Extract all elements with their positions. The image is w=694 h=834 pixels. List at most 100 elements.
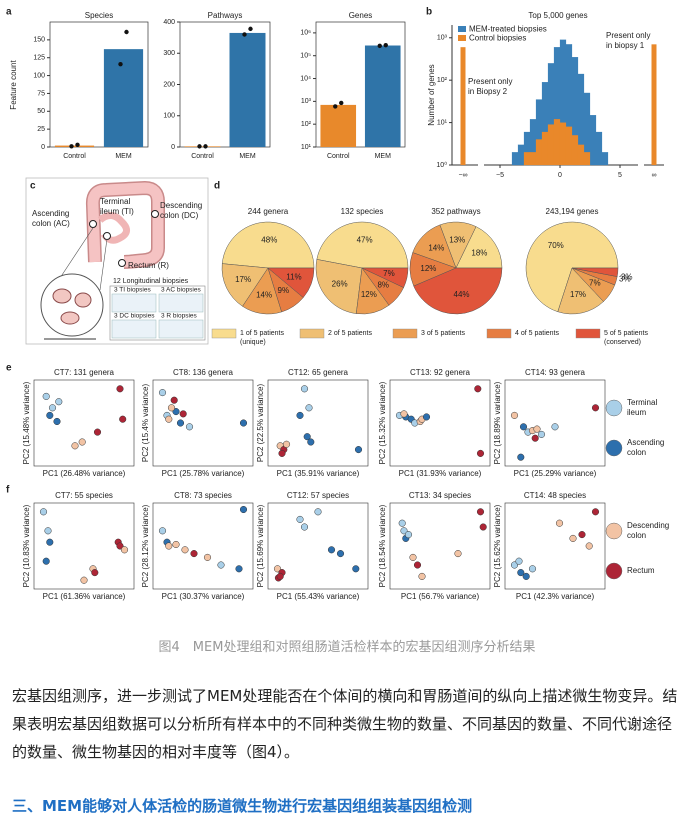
site-label: Rectum (R) (128, 261, 169, 270)
sample-point (528, 565, 537, 573)
sample-point (91, 569, 99, 577)
legend-swatch (575, 328, 601, 339)
sample-point (190, 550, 198, 558)
point (69, 144, 74, 149)
bar (320, 104, 357, 147)
sample-point (522, 572, 530, 580)
bar (229, 32, 266, 147)
sample-point (418, 572, 426, 580)
pie-label: 13% (449, 236, 465, 245)
x-tick-label: MEM (375, 153, 392, 160)
pie-label: 14% (428, 244, 444, 253)
pie-label: 14% (256, 290, 272, 299)
histogram-bar (601, 152, 609, 166)
plot-frame (267, 502, 369, 590)
pie-label: 12% (361, 290, 377, 299)
x-axis-label: PC1 (25.29% variance) (514, 469, 597, 478)
y-axis-label: PC2 (15.48% variance) (22, 381, 31, 464)
legend-label: colon (627, 531, 646, 540)
y-tick-label: 10² (301, 121, 312, 128)
pie-slice (221, 263, 269, 307)
point (377, 43, 382, 49)
pie-slice (316, 221, 409, 269)
sample-point (476, 508, 485, 516)
sample-point (517, 453, 525, 461)
sample-point (165, 542, 173, 550)
sample-point (555, 519, 564, 527)
figure: a b c d e f Ascending colon (AC) Termina… (6, 7, 669, 601)
pie-slice (361, 267, 409, 288)
site-label: Ascending (32, 209, 69, 218)
histogram-bar (529, 152, 537, 166)
site-label: Terminal (100, 197, 130, 206)
pie-label: 12% (420, 264, 436, 273)
sample-point (179, 410, 187, 418)
legend-label: Terminal (627, 398, 657, 407)
plot-title: CT13: 34 species (409, 491, 471, 500)
pie-label: 70% (548, 241, 564, 250)
legend-label: MEM-treated biopsies (469, 25, 547, 34)
y-tick-label: 75 (37, 90, 45, 97)
legend-swatch (458, 26, 466, 32)
legend-marker (605, 522, 623, 540)
plot-frame (49, 21, 149, 148)
annotation: in biopsy 1 (606, 41, 645, 50)
plot-title: CT7: 55 species (55, 491, 113, 500)
y-tick-label: 150 (33, 37, 45, 44)
sample-point (42, 392, 50, 400)
sample-point (46, 411, 54, 419)
biopsy (60, 311, 80, 325)
x-axis-label: PC1 (55.43% variance) (277, 592, 360, 601)
sample-point (276, 572, 284, 580)
chart-title: Genes (349, 11, 373, 20)
histogram-bar (651, 44, 657, 165)
legend-swatch (458, 35, 466, 41)
x-axis-label: PC1 (26.48% variance) (43, 469, 126, 478)
sample-point (409, 553, 417, 561)
pie-label: 26% (332, 279, 348, 288)
plot-title: CT12: 65 genera (288, 368, 349, 377)
biopsy-group (158, 293, 204, 313)
legend-label: Descending (627, 521, 669, 530)
histogram-bar (541, 131, 549, 166)
x-axis-label: PC1 (31.93% variance) (399, 469, 482, 478)
section-heading: 三、MEM能够对人体活检的肠道微生物进行宏基因组组装基因组检测 (12, 797, 473, 815)
sample-point (116, 385, 124, 393)
sample-point (158, 389, 167, 397)
sample-point (517, 569, 525, 577)
sample-point (454, 550, 462, 558)
colon-schematic: Ascending colon (AC) Terminal ileum (TI)… (25, 177, 209, 345)
sample-point (55, 398, 63, 406)
x-tick-label: 5 (618, 172, 622, 179)
sample-point (235, 565, 243, 573)
bar (103, 49, 144, 148)
plot-frame (152, 379, 254, 467)
chart-title: Top 5,000 genes (528, 11, 587, 20)
biopsies-title: 12 Longitudinal biopsies (113, 278, 189, 285)
pie-slice (455, 226, 503, 269)
plot-title: CT12: 57 species (287, 491, 349, 500)
histogram-bar (460, 47, 466, 165)
colon (87, 182, 164, 268)
pie-label: 8% (377, 281, 389, 290)
sample-point (569, 534, 577, 542)
sample-point (42, 557, 50, 565)
sample-point (519, 423, 528, 431)
sample-point (181, 546, 189, 554)
sample-point (172, 408, 180, 416)
sample-point (39, 508, 48, 516)
sample-point (474, 385, 482, 393)
sample-point (185, 423, 194, 431)
histogram-bar (595, 131, 603, 166)
plot-title: CT14: 93 genera (525, 368, 586, 377)
pie-slice (221, 221, 315, 269)
legend-label: 4 of 5 patients (515, 330, 559, 337)
site-label: colon (DC) (160, 211, 199, 220)
site-marker (89, 220, 97, 228)
plot-title: CT13: 92 genera (410, 368, 471, 377)
legend-label: Ascending (627, 438, 664, 447)
legend-label: 1 of 5 patients (240, 330, 284, 337)
y-axis-label: PC2 (15.69% variance) (256, 504, 265, 587)
y-tick-label: 300 (163, 50, 175, 57)
biopsy (52, 288, 72, 304)
